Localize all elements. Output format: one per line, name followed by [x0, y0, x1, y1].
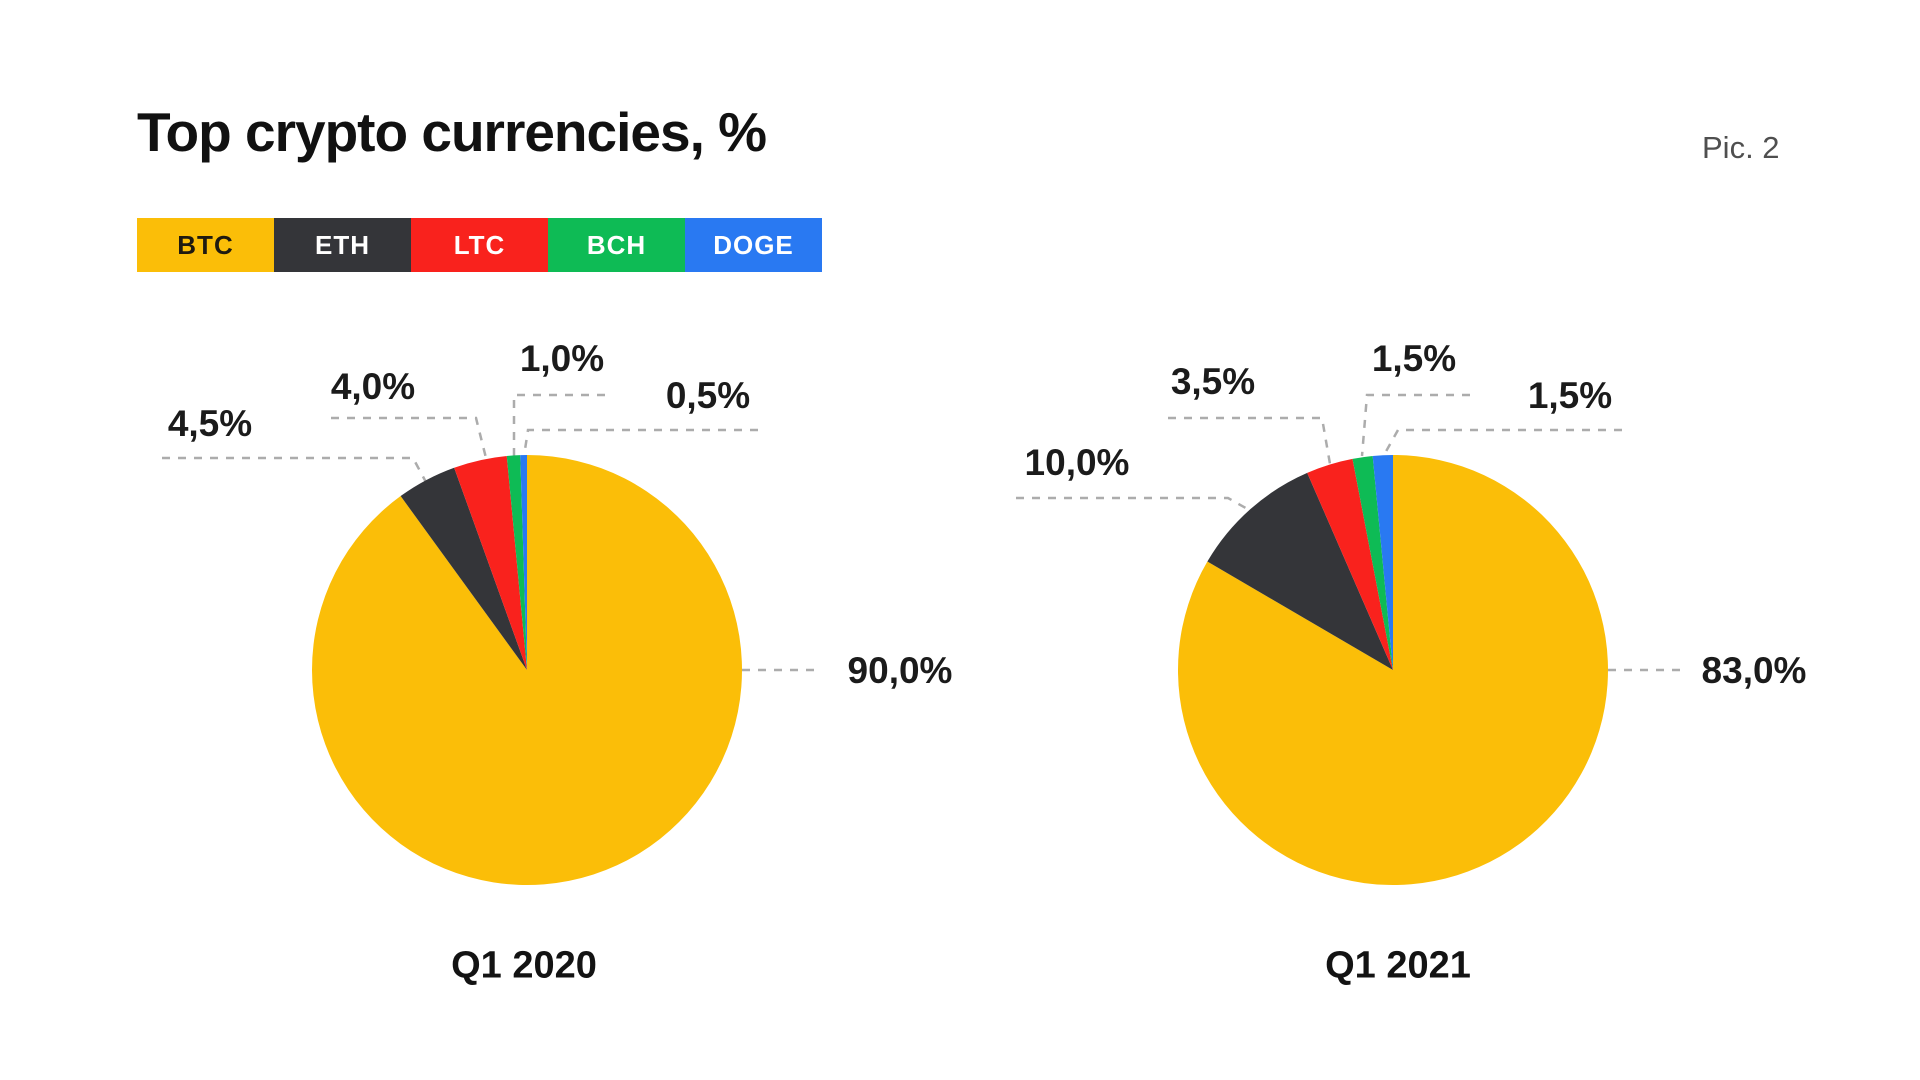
- legend-item-doge: DOGE: [685, 218, 822, 272]
- legend-label-bch: BCH: [586, 229, 647, 260]
- leader-line: [1168, 416, 1332, 465]
- legend-label-ltc: LTC: [453, 229, 506, 260]
- label-2020-ltc: 4,0%: [330, 366, 416, 407]
- legend-item-btc: BTC: [137, 218, 274, 272]
- label-2020-eth: 4,5%: [167, 403, 253, 444]
- pie-slice-q1-2020-bch: [506, 455, 527, 670]
- legend-label-doge: DOGE: [713, 229, 794, 260]
- pie-caption-q1-2021: Q1 2021: [1325, 944, 1471, 987]
- pie-slice-q1-2020-btc: [312, 455, 743, 885]
- label-2020-btc: 90,0%: [847, 650, 953, 691]
- pie-slice-q1-2021-btc: [1177, 455, 1608, 886]
- pie-slice-q1-2020-eth: [400, 467, 527, 670]
- leader-line: [1382, 428, 1622, 456]
- label-2021-btc: 83,0%: [1701, 650, 1807, 691]
- leader-line: [512, 393, 605, 456]
- page-title: Top crypto currencies, %: [137, 101, 767, 163]
- pie-slice-q1-2021-ltc: [1307, 458, 1393, 670]
- pie-slice-q1-2021-bch: [1352, 455, 1393, 670]
- legend-label-btc: BTC: [177, 229, 234, 260]
- leader-line: [1360, 393, 1470, 457]
- legend-item-bch: BCH: [548, 218, 685, 272]
- leader-line: [522, 428, 758, 457]
- pie-slice-q1-2020-doge: [520, 455, 527, 670]
- label-2021-ltc: 3,5%: [1170, 361, 1256, 402]
- pie-slice-q1-2021-eth: [1207, 472, 1393, 670]
- figure-caption: Pic. 2: [1702, 130, 1780, 165]
- leader-line: [331, 416, 489, 463]
- pie-slice-q1-2020-ltc: [454, 455, 527, 670]
- legend: BTC ETH LTC BCH DOGE: [137, 218, 822, 272]
- legend-label-eth: ETH: [315, 229, 370, 260]
- pie-caption-q1-2020: Q1 2020: [451, 944, 597, 987]
- legend-item-eth: ETH: [274, 218, 411, 272]
- label-2021-doge: 1,5%: [1527, 375, 1613, 416]
- label-2021-bch: 1,5%: [1371, 338, 1457, 379]
- leader-line: [162, 456, 429, 485]
- label-2021-eth: 10,0%: [1024, 442, 1130, 483]
- pie-slice-q1-2021-doge: [1372, 455, 1393, 670]
- leader-line: [1016, 496, 1252, 513]
- label-2020-doge: 0,5%: [665, 375, 751, 416]
- legend-item-ltc: LTC: [411, 218, 548, 272]
- label-2020-bch: 1,0%: [519, 338, 605, 379]
